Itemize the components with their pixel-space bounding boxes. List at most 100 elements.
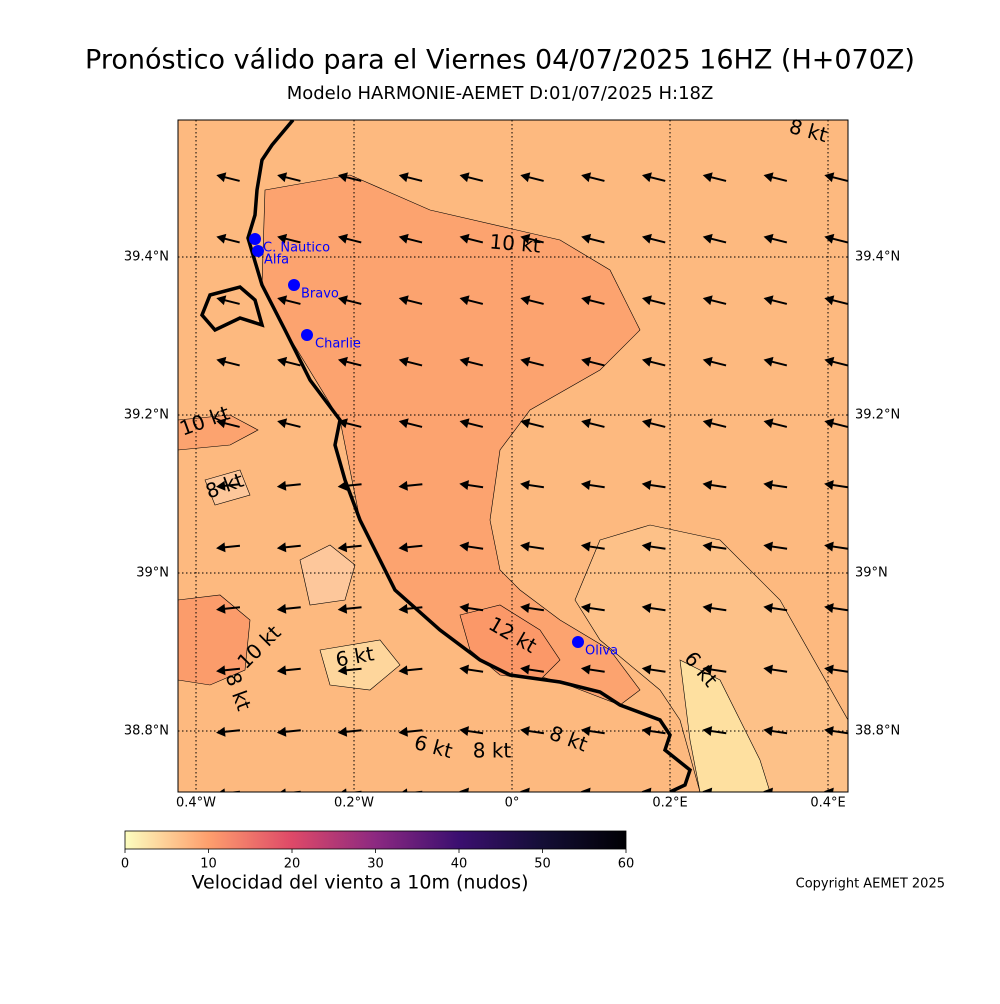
station-label: Charlie [315, 337, 361, 352]
colorbar-tick-label: 40 [451, 857, 468, 872]
y-tick-label: 39.4°N [855, 249, 900, 264]
wind-arrow [337, 233, 362, 244]
x-tick-label: 0.4°W [176, 796, 216, 811]
arrow-head [763, 603, 773, 613]
wind-arrow [763, 480, 788, 490]
station-marker [572, 636, 584, 648]
plot-frame [177, 119, 849, 793]
arrow-head [641, 541, 652, 552]
arrow-head [216, 295, 227, 306]
arrow-head [824, 356, 835, 367]
graticule: 0.4°W 0.2°W 0° 0.2°E 0.4°E 39.4°N 39.4°N 39.2°N… [124, 120, 900, 811]
arrow-head [641, 233, 652, 244]
station-label: C. Nautico [263, 241, 330, 256]
wind-arrow [459, 356, 484, 367]
wind-arrow [276, 788, 301, 792]
arrow-head [641, 418, 652, 429]
wind-arrow [459, 418, 484, 429]
arrow-head [337, 665, 348, 676]
wind-arrow [459, 233, 484, 244]
wind-arrow [824, 295, 848, 306]
arrow-head [459, 172, 470, 183]
arrow-head [580, 787, 591, 792]
arrow-head [763, 787, 773, 792]
wind-arrow [276, 665, 301, 676]
arrow-head [337, 172, 348, 183]
arrow-head [459, 603, 469, 613]
arrow-head [520, 233, 531, 244]
arrow-head [702, 480, 713, 490]
wind-arrow [824, 233, 848, 244]
arrow-head [337, 726, 348, 737]
contour-region [574, 524, 848, 792]
wind-arrow [702, 603, 727, 613]
arrow-head [824, 603, 834, 613]
arrow-head [216, 665, 226, 676]
station-label: Alfa [264, 253, 289, 268]
wind-arrow [581, 418, 605, 429]
arrow-head [398, 172, 409, 183]
arrow-head [763, 726, 773, 736]
wind-arrow [459, 172, 484, 183]
arrow-head [459, 726, 469, 736]
arrow-head [459, 418, 470, 429]
wind-arrow [398, 172, 423, 183]
arrow-head [459, 480, 469, 490]
arrow-head [520, 541, 530, 552]
wind-arrow [763, 233, 788, 244]
wind-arrow [520, 418, 544, 429]
wind-arrow [580, 603, 605, 613]
wind-arrow [581, 356, 605, 367]
coastline [246, 120, 693, 792]
arrow-head [398, 788, 408, 792]
arrow-head [216, 480, 226, 491]
wind-arrow [276, 603, 301, 614]
arrow-head [702, 356, 713, 367]
wind-arrow [520, 233, 544, 244]
x-tick-label: 0° [505, 796, 520, 811]
arrow-head [337, 356, 348, 367]
contour-region [679, 659, 771, 792]
arrow-head [702, 295, 713, 306]
contour-label: 10 kt [489, 229, 542, 257]
arrow-head [763, 356, 774, 367]
arrow-head [581, 172, 592, 183]
arrow-head [276, 480, 287, 491]
wind-arrow [398, 542, 423, 553]
wind-arrow [459, 787, 484, 792]
arrow-head [276, 603, 287, 614]
arrow-head [520, 295, 531, 306]
arrow-head [702, 541, 713, 552]
wind-arrow [398, 480, 423, 491]
arrow-head [398, 603, 408, 614]
wind-arrow [580, 787, 605, 792]
station-marker [288, 279, 300, 291]
station-marker [252, 245, 264, 257]
arrow-head [216, 542, 226, 553]
wind-arrow [520, 787, 545, 792]
contour-label: 8 kt [473, 739, 512, 763]
wind-arrow [702, 418, 727, 429]
wind-arrow [641, 664, 666, 675]
arrow-head [581, 233, 592, 244]
arrow-head [641, 356, 652, 367]
wind-arrow [276, 480, 301, 491]
colorbar-tick-label: 0 [121, 857, 129, 872]
wind-arrow [398, 418, 423, 429]
y-tick-label: 39°N [136, 566, 169, 581]
arrow-head [641, 787, 652, 792]
y-tick-label: 39.2°N [855, 407, 900, 422]
colorbar-label: Velocidad del viento a 10m (nudos) [192, 872, 529, 894]
wind-arrows [216, 172, 848, 792]
arrow-head [277, 233, 288, 244]
wind-arrow [581, 233, 605, 244]
arrow-head [520, 787, 530, 792]
wind-arrow [581, 295, 605, 306]
arrow-head [459, 541, 469, 552]
wind-arrow [580, 541, 605, 552]
wind-arrow [702, 172, 727, 183]
wind-arrow [520, 603, 545, 613]
wind-field [178, 120, 848, 792]
arrow-head [459, 664, 469, 675]
arrow-head [641, 172, 652, 183]
